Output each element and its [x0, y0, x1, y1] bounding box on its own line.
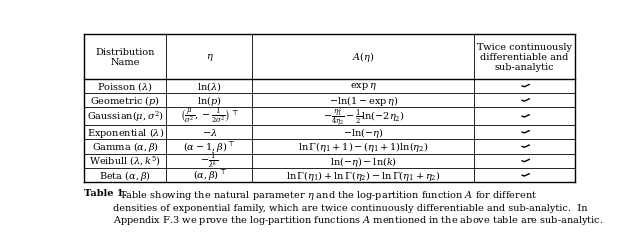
Text: $-\frac{1}{\lambda^k}$: $-\frac{1}{\lambda^k}$	[200, 151, 218, 171]
Text: $\ln(\lambda)$: $\ln(\lambda)$	[197, 80, 221, 93]
Text: Geometric $(p)$: Geometric $(p)$	[90, 94, 160, 108]
Text: Gaussian$(\mu, \sigma^2)$: Gaussian$(\mu, \sigma^2)$	[86, 109, 164, 124]
Text: Beta $(\alpha, \beta)$: Beta $(\alpha, \beta)$	[99, 168, 151, 182]
Text: Table 1.: Table 1.	[84, 188, 127, 197]
Text: $\ln(-\eta)-\ln(k)$: $\ln(-\eta)-\ln(k)$	[330, 154, 397, 168]
Text: $(\alpha, \beta)^{\top}$: $(\alpha, \beta)^{\top}$	[193, 168, 227, 183]
Text: $-\ln(-\eta)$: $-\ln(-\eta)$	[343, 125, 383, 139]
Text: Weibull $(\lambda, k^5)$: Weibull $(\lambda, k^5)$	[89, 154, 161, 168]
Text: $\left(\frac{\mu}{\sigma^2}, -\frac{1}{2\sigma^2}\right)^{\top}$: $\left(\frac{\mu}{\sigma^2}, -\frac{1}{2…	[180, 107, 239, 127]
Text: $\eta$: $\eta$	[205, 52, 213, 63]
Text: $-\lambda$: $-\lambda$	[202, 127, 217, 138]
Text: Exponential $(\lambda)$: Exponential $(\lambda)$	[86, 125, 164, 139]
Text: $A(\eta)$: $A(\eta)$	[352, 50, 374, 64]
Text: Table showing the natural parameter $\eta$ and the log-partition function $A$ fo: Table showing the natural parameter $\et…	[113, 188, 604, 227]
Text: $\exp\eta$: $\exp\eta$	[350, 81, 377, 92]
Text: $\ln\Gamma(\eta_1)+\ln\Gamma(\eta_2)-\ln\Gamma(\eta_1+\eta_2)$: $\ln\Gamma(\eta_1)+\ln\Gamma(\eta_2)-\ln…	[286, 168, 441, 182]
Text: $(\alpha-1, \beta)^{\top}$: $(\alpha-1, \beta)^{\top}$	[184, 140, 236, 154]
Text: Twice continuously
differentiable and
sub-analytic: Twice continuously differentiable and su…	[477, 42, 572, 72]
Text: Gamma $(\alpha, \beta)$: Gamma $(\alpha, \beta)$	[92, 140, 159, 154]
Text: $-\frac{\eta_1^2}{4\eta_2} - \frac{1}{2}\ln(-2\eta_2)$: $-\frac{\eta_1^2}{4\eta_2} - \frac{1}{2}…	[323, 105, 404, 128]
Text: $\ln\Gamma(\eta_1+1)-(\eta_1+1)\ln(\eta_2)$: $\ln\Gamma(\eta_1+1)-(\eta_1+1)\ln(\eta_…	[298, 140, 429, 154]
Text: $\ln(p)$: $\ln(p)$	[197, 94, 221, 108]
Text: $-\ln(1-\exp\eta)$: $-\ln(1-\exp\eta)$	[328, 94, 398, 108]
Text: Poisson $(\lambda)$: Poisson $(\lambda)$	[97, 80, 153, 93]
Text: Distribution
Name: Distribution Name	[95, 48, 155, 67]
